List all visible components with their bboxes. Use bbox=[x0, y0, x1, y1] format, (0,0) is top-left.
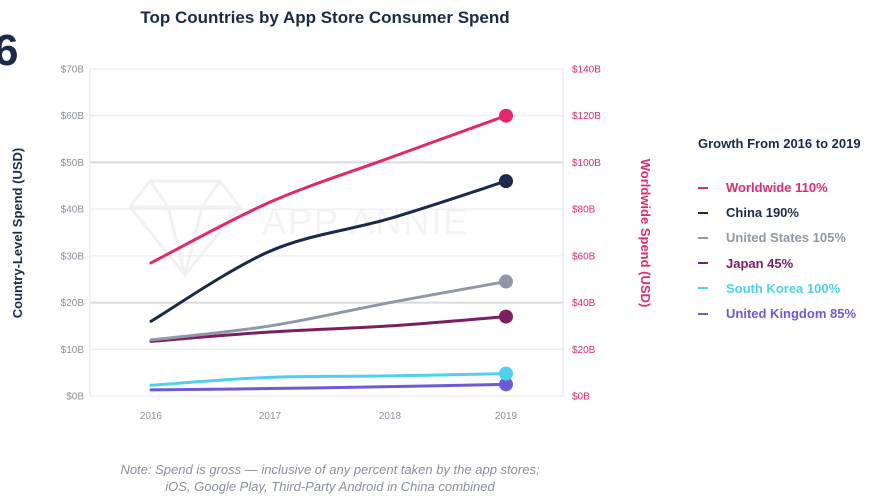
axes: $0B $10B $20B $30B $40B $50B $60B $70B $0B $20B $4… bbox=[61, 65, 602, 423]
series-line-united-kingdom bbox=[149, 382, 508, 392]
footnote: Note: Spend is gross — inclusive of any … bbox=[0, 461, 660, 495]
y-right-tick-label: $20B bbox=[572, 345, 596, 356]
diamond-logo-icon bbox=[128, 179, 242, 278]
watermark-text: APP ANNIE bbox=[262, 201, 469, 242]
legend-item: United States 105% bbox=[698, 225, 861, 250]
series-endpoint-south-korea bbox=[499, 366, 513, 381]
watermark: APP ANNIE bbox=[128, 179, 469, 278]
legend-item: South Korea 100% bbox=[698, 276, 861, 301]
legend-label: United States 105% bbox=[726, 230, 846, 246]
legend-label: Japan 45% bbox=[726, 255, 794, 271]
legend: Growth From 2016 to 2019 Worldwide 110% C… bbox=[698, 136, 861, 326]
series-line-china bbox=[149, 179, 508, 323]
grid bbox=[90, 68, 563, 397]
legend-title: Growth From 2016 to 2019 bbox=[698, 136, 861, 151]
legend-item: Worldwide 110% bbox=[698, 175, 861, 200]
x-tick-label: 2016 bbox=[140, 411, 163, 422]
series-line-worldwide bbox=[149, 114, 508, 265]
y-left-tick-label: $30B bbox=[61, 251, 85, 262]
series-endpoint-united-states bbox=[499, 274, 513, 289]
x-tick-label: 2017 bbox=[259, 411, 282, 422]
series-lines bbox=[149, 108, 513, 392]
y-left-tick-label: $0B bbox=[66, 392, 84, 403]
y-right-tick-label: $140B bbox=[572, 65, 601, 76]
legend-swatch bbox=[698, 312, 708, 315]
legend-item: United Kingdom 85% bbox=[698, 301, 861, 326]
x-tick-label: 2019 bbox=[495, 411, 518, 422]
legend-swatch bbox=[698, 262, 708, 265]
y-right-tick-label: $80B bbox=[572, 205, 596, 216]
legend-label: Worldwide 110% bbox=[726, 180, 828, 196]
y-left-tick-label: $10B bbox=[61, 345, 85, 356]
x-tick-label: 2018 bbox=[379, 411, 402, 422]
y-left-tick-label: $60B bbox=[61, 111, 85, 122]
y-left-tick-label: $40B bbox=[61, 205, 85, 216]
series-endpoint-china bbox=[499, 174, 513, 189]
series-endpoint-united-kingdom bbox=[499, 377, 513, 392]
y-right-axis-title: Worldwide Spend (USD) bbox=[638, 159, 653, 308]
legend-swatch bbox=[698, 211, 708, 214]
legend-label: South Korea 100% bbox=[726, 280, 841, 296]
legend-label: China 190% bbox=[726, 205, 799, 221]
footnote-line-2: iOS, Google Play, Third-Party Android in… bbox=[165, 479, 495, 494]
legend-label: United Kingdom 85% bbox=[726, 306, 857, 322]
series-line-south-korea bbox=[149, 372, 508, 387]
series-line-united-states bbox=[149, 280, 508, 342]
y-left-tick-label: $50B bbox=[61, 158, 85, 169]
page-number-fragment: 6 bbox=[0, 26, 19, 75]
series-endpoint-japan bbox=[499, 309, 513, 324]
y-right-tick-label: $100B bbox=[572, 158, 601, 169]
y-right-tick-label: $0B bbox=[572, 392, 590, 403]
legend-item: Japan 45% bbox=[698, 251, 861, 276]
y-left-tick-label: $20B bbox=[61, 298, 85, 309]
chart-title: Top Countries by App Store Consumer Spen… bbox=[140, 8, 510, 27]
y-left-axis-title: Country-Level Spend (USD) bbox=[10, 148, 25, 318]
legend-swatch bbox=[698, 287, 708, 290]
series-line-japan bbox=[149, 315, 508, 343]
y-right-tick-label: $60B bbox=[572, 251, 596, 262]
legend-item: China 190% bbox=[698, 200, 861, 225]
y-right-tick-label: $120B bbox=[572, 111, 601, 122]
footnote-line-1: Note: Spend is gross — inclusive of any … bbox=[120, 462, 540, 477]
y-left-tick-label: $70B bbox=[61, 65, 85, 76]
legend-swatch bbox=[698, 186, 708, 189]
series-endpoint-worldwide bbox=[499, 108, 513, 123]
legend-items: Worldwide 110% China 190% United States 10… bbox=[698, 175, 861, 326]
y-right-tick-label: $40B bbox=[572, 298, 596, 309]
legend-swatch bbox=[698, 236, 708, 239]
